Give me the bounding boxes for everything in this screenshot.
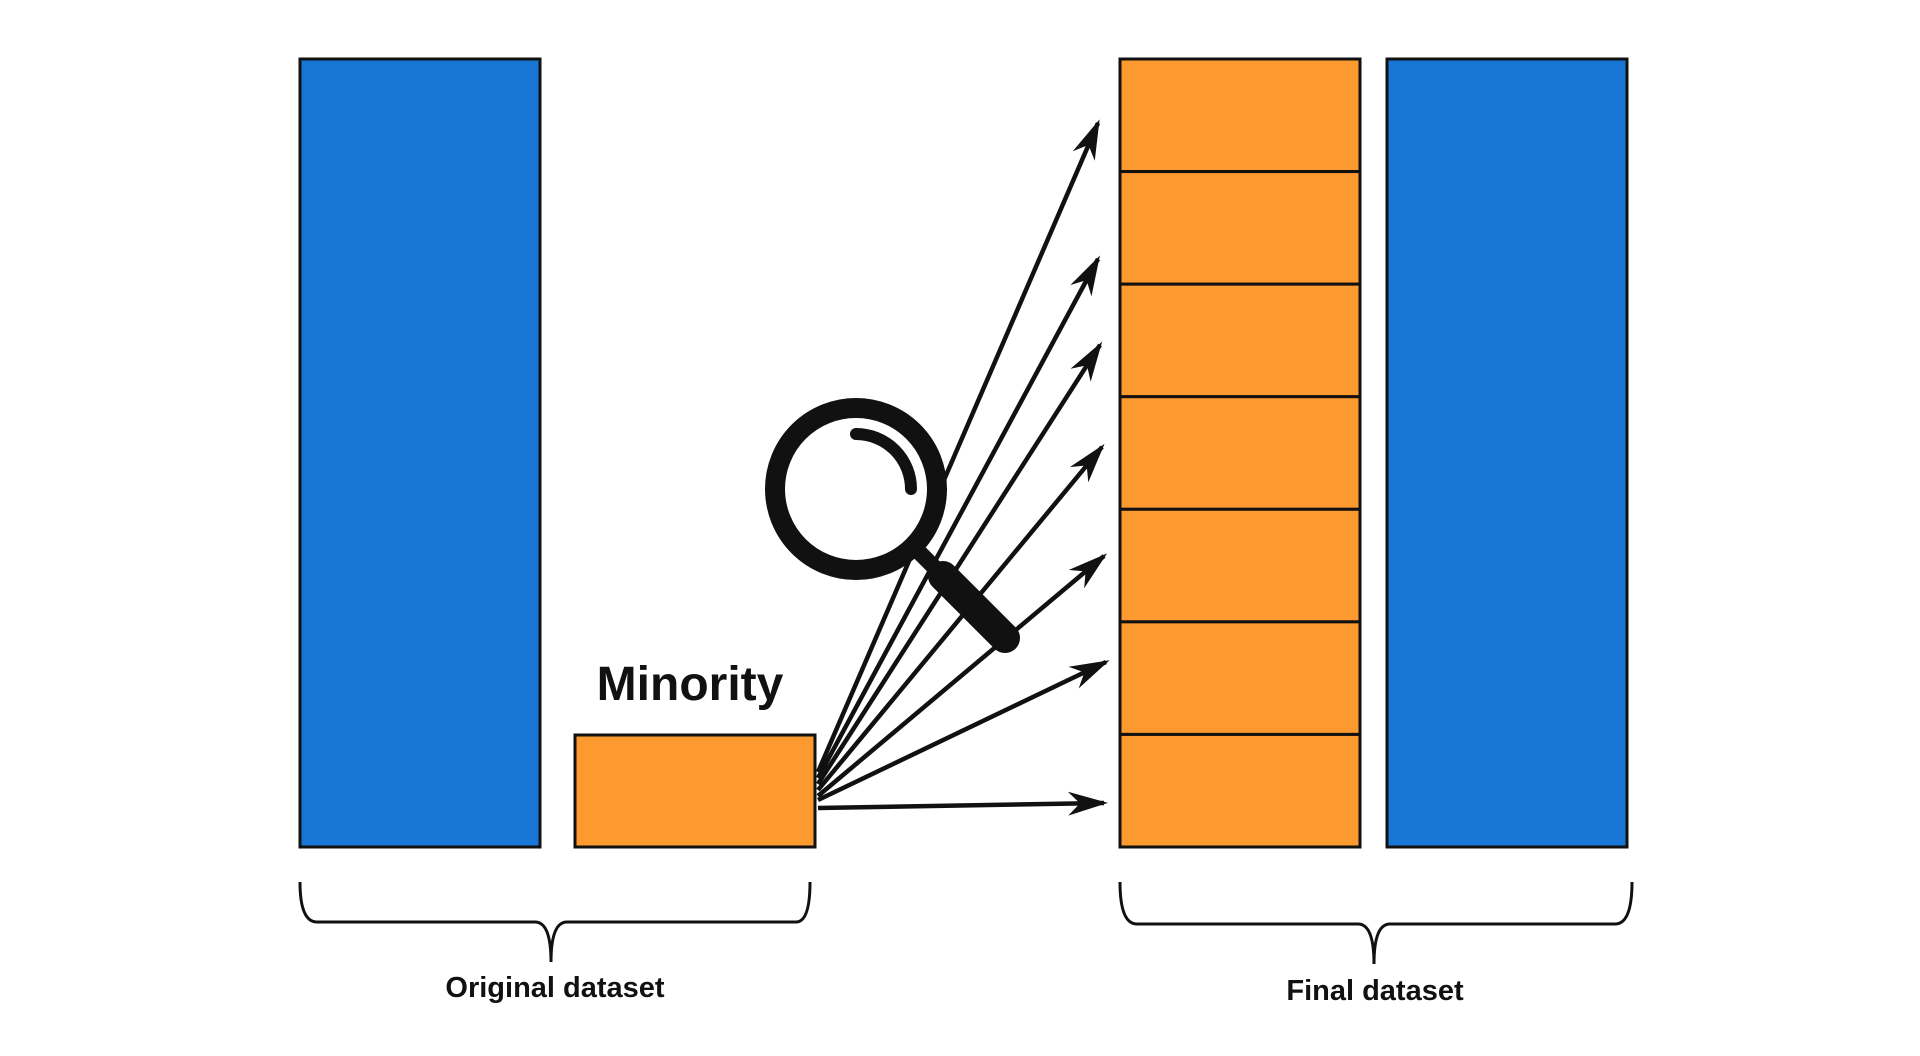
arrow-to-block-4 (816, 443, 1105, 792)
final-dataset-label: Final dataset (1286, 975, 1464, 1007)
final-minority-stack (1118, 57, 1362, 849)
arrow-to-block-3 (816, 341, 1103, 786)
original-dataset-label: Original dataset (445, 972, 665, 1004)
arrow-to-block-1 (815, 119, 1101, 773)
final-dataset-brace (1118, 881, 1634, 965)
arrow-to-block-6 (817, 659, 1110, 803)
final-minority-block-5 (1118, 507, 1362, 624)
arrow-to-block-5 (816, 553, 1108, 798)
original-majority-bar (298, 57, 542, 849)
original-dataset-brace (298, 881, 812, 963)
final-minority-block-6 (1118, 620, 1362, 736)
minority-label: Minority (597, 658, 784, 711)
arrow-to-block-2 (816, 255, 1100, 780)
magnifying-glass-icon (765, 398, 1020, 653)
final-majority-bar (1385, 57, 1629, 849)
final-minority-block-7 (1118, 732, 1362, 849)
oversampling-arrows (815, 119, 1110, 816)
final-minority-block-4 (1118, 395, 1362, 511)
arrow-to-block-7 (817, 791, 1108, 816)
final-minority-block-1 (1118, 57, 1362, 174)
original-minority-bar (573, 733, 817, 849)
final-minority-block-3 (1118, 282, 1362, 399)
final-minority-block-2 (1118, 170, 1362, 286)
